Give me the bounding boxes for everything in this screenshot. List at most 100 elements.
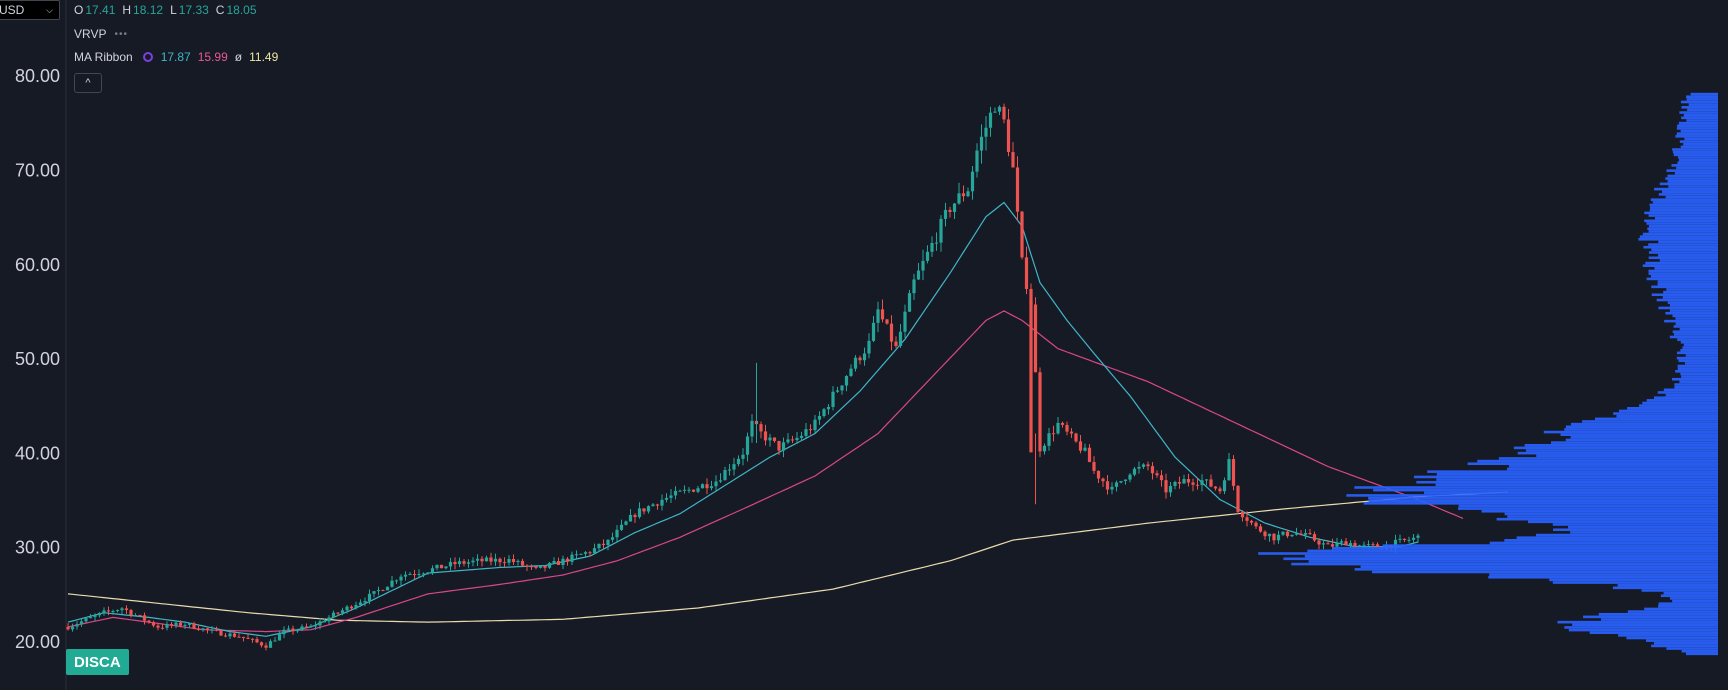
volume-profile-bar — [1564, 428, 1718, 431]
candle-body — [322, 621, 327, 623]
candle-body — [943, 209, 948, 219]
volume-profile-bar — [1664, 319, 1718, 323]
ma-ribbon-legend[interactable]: MA Ribbon 17.87 15.99 ø 11.49 — [74, 50, 285, 64]
candle-body — [1213, 486, 1218, 489]
volume-profile-bar — [1642, 401, 1718, 405]
vrvp-legend[interactable]: VRVP ••• — [74, 27, 128, 41]
candle-body — [750, 420, 754, 437]
volume-profile-bar — [1658, 253, 1718, 257]
more-dots-icon[interactable]: ••• — [114, 28, 128, 40]
candle-body — [961, 193, 966, 197]
candle-body — [1078, 441, 1083, 451]
volume-profile-bar — [1535, 533, 1718, 537]
candle-body — [1195, 484, 1200, 486]
candle-body — [147, 620, 151, 623]
price-axis[interactable]: 80.00 70.00 60.00 50.00 40.00 30.00 20.00 — [15, 66, 60, 652]
ma-ribbon-label: MA Ribbon — [74, 50, 133, 64]
candle-body — [993, 111, 997, 113]
volume-profile-bar — [1488, 575, 1718, 579]
candle-body — [619, 524, 624, 530]
volume-profile-bar — [1639, 235, 1718, 238]
volume-profile-bar — [1650, 198, 1718, 201]
candle-body — [655, 504, 660, 506]
volume-profile-bar — [1650, 274, 1718, 278]
candle-body — [1155, 473, 1159, 476]
candle-body — [394, 580, 399, 582]
volume-profile-bar — [1671, 164, 1718, 167]
candle-body — [786, 439, 790, 443]
volume-profile-bar — [1651, 293, 1718, 297]
volume-profile-bar — [1674, 383, 1718, 386]
volume-profile-bar — [1667, 174, 1718, 178]
candle-body — [1029, 288, 1033, 305]
volume-profile-bar — [1612, 586, 1718, 590]
volume-profile-bar — [1507, 515, 1718, 518]
volume-profile-bar — [1549, 578, 1718, 582]
volume-profile-bar — [1687, 108, 1718, 112]
candle-body — [939, 218, 943, 243]
candle-body — [223, 635, 228, 637]
candle-body — [412, 574, 417, 576]
candle-body — [219, 630, 223, 636]
candle-body — [624, 521, 628, 525]
ohlc-close: 18.05 — [226, 3, 257, 17]
candle-body — [741, 454, 745, 459]
candle-body — [808, 429, 813, 431]
candle-body — [979, 136, 984, 151]
candle-body — [246, 637, 250, 639]
candle-body — [390, 580, 394, 587]
candle-body — [309, 625, 313, 628]
candle-body — [1398, 538, 1402, 540]
candle-body — [804, 429, 808, 436]
candle-body — [1371, 544, 1375, 546]
volume-profile-bar — [1626, 636, 1718, 640]
candle-body — [1033, 304, 1038, 373]
volume-profile-bar — [1677, 161, 1718, 165]
volume-profile-bar — [1657, 391, 1718, 394]
volume-profile-bar — [1676, 166, 1718, 170]
candle-body — [93, 615, 97, 617]
volume-profile-bar — [1672, 599, 1718, 603]
candle-body — [925, 251, 930, 261]
candle-body — [858, 357, 862, 361]
candle-body — [1344, 541, 1348, 546]
candle-body — [637, 508, 642, 518]
candle-body — [354, 604, 358, 609]
volume-profile-bar — [1363, 502, 1718, 505]
candle-body — [291, 628, 295, 632]
volume-profile-bar — [1560, 433, 1718, 436]
collapse-legend-button[interactable]: ^ — [74, 73, 102, 93]
candle-body — [1330, 544, 1335, 547]
currency-select[interactable]: USD ⌵ — [0, 0, 60, 20]
candle-body — [745, 436, 750, 455]
candle-body — [1231, 459, 1236, 486]
volume-profile-bar — [1654, 396, 1718, 400]
candle-body — [700, 484, 705, 489]
candle-body — [399, 576, 403, 581]
volume-profile-bar — [1643, 245, 1718, 249]
candle-body — [507, 558, 511, 563]
candle-body — [831, 391, 835, 407]
volume-profile-bar — [1681, 649, 1718, 653]
volume-profile-bar — [1354, 486, 1718, 489]
candle-body — [678, 490, 682, 492]
volume-profile-bar — [1676, 351, 1718, 355]
candle-body — [511, 558, 516, 563]
candle-body — [295, 629, 300, 632]
candle-body — [669, 495, 673, 498]
candle-body — [529, 566, 534, 568]
volume-profile-bar — [1557, 620, 1718, 624]
volume-profile-bar — [1307, 549, 1718, 553]
candle-body — [687, 489, 691, 491]
volume-profile-bar — [1686, 95, 1718, 99]
volume-profile-bar — [1506, 467, 1718, 471]
candle-body — [817, 416, 822, 420]
candle-body — [1308, 533, 1312, 535]
candle-body — [885, 319, 889, 324]
candle-body — [853, 357, 858, 369]
volume-profile-bar — [1680, 145, 1718, 149]
candle-body — [1087, 447, 1092, 463]
candle-body — [1258, 526, 1263, 532]
candle-body — [183, 624, 187, 626]
